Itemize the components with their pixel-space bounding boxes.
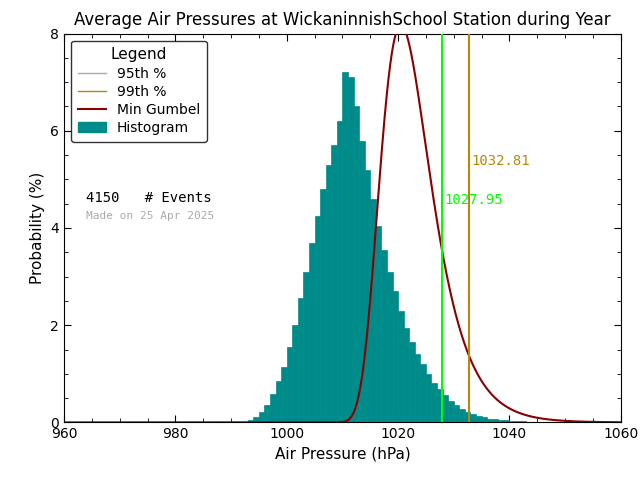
Legend: 95th %, 99th %, Min Gumbel, Histogram: 95th %, 99th %, Min Gumbel, Histogram [71,40,207,142]
Bar [381,250,387,422]
Min Gumbel [499,401,506,407]
Bar [515,421,520,422]
Min Gumbel [60,420,68,425]
Bar [287,347,292,422]
Bar [259,412,264,422]
Bar [298,299,303,422]
Bar [303,272,309,422]
Y-axis label: Probability (%): Probability (%) [29,172,45,284]
Line: Min Gumbel: Min Gumbel [64,25,621,422]
Bar [437,389,443,422]
X-axis label: Air Pressure (hPa): Air Pressure (hPa) [275,447,410,462]
Bar [487,419,493,422]
99th % [465,371,473,377]
Bar [454,405,460,422]
Bar [309,242,315,422]
Bar [404,328,409,422]
Bar [326,165,332,422]
Min Gumbel [601,419,609,425]
Bar [476,416,482,422]
Min Gumbel [316,420,324,425]
Text: 1032.81: 1032.81 [472,154,531,168]
Bar [348,77,353,422]
Bar [292,325,298,422]
Min Gumbel [88,420,96,425]
Bar [520,421,526,422]
Bar [443,395,448,422]
Bar [431,383,437,422]
Bar [481,417,487,422]
Bar [465,412,470,422]
Min Gumbel [601,419,609,425]
99th % [465,420,473,425]
Bar [409,342,415,422]
Bar [337,121,342,422]
Bar [353,107,359,422]
Bar [370,199,376,422]
Bar [332,145,337,422]
Bar [270,394,276,422]
Bar [359,141,365,422]
95th % [438,420,446,425]
95th % [438,371,446,377]
Title: Average Air Pressures at WickaninnishSchool Station during Year: Average Air Pressures at WickaninnishSch… [74,11,611,29]
Bar [264,405,270,422]
Bar [253,417,259,422]
Bar [314,216,320,422]
Bar [392,291,398,422]
Bar [376,226,381,422]
Bar [365,169,370,422]
Bar [420,364,426,422]
Bar [493,420,499,422]
Text: Made on 25 Apr 2025: Made on 25 Apr 2025 [86,211,214,220]
Min Gumbel [617,420,625,425]
Min Gumbel [397,22,404,28]
Bar [470,414,476,422]
Bar [320,189,326,422]
Bar [387,272,392,422]
Bar [276,381,281,422]
Bar [398,311,404,422]
Text: 1027.95: 1027.95 [445,192,503,207]
Bar [415,354,420,422]
Bar [504,420,509,422]
Bar [448,400,454,422]
Bar [460,409,465,422]
Bar [426,374,431,422]
Bar [509,421,515,422]
Bar [248,420,253,422]
Text: 4150   # Events: 4150 # Events [86,191,212,205]
Bar [281,367,287,422]
Bar [342,72,348,422]
Min Gumbel [331,420,339,425]
Bar [499,420,504,422]
